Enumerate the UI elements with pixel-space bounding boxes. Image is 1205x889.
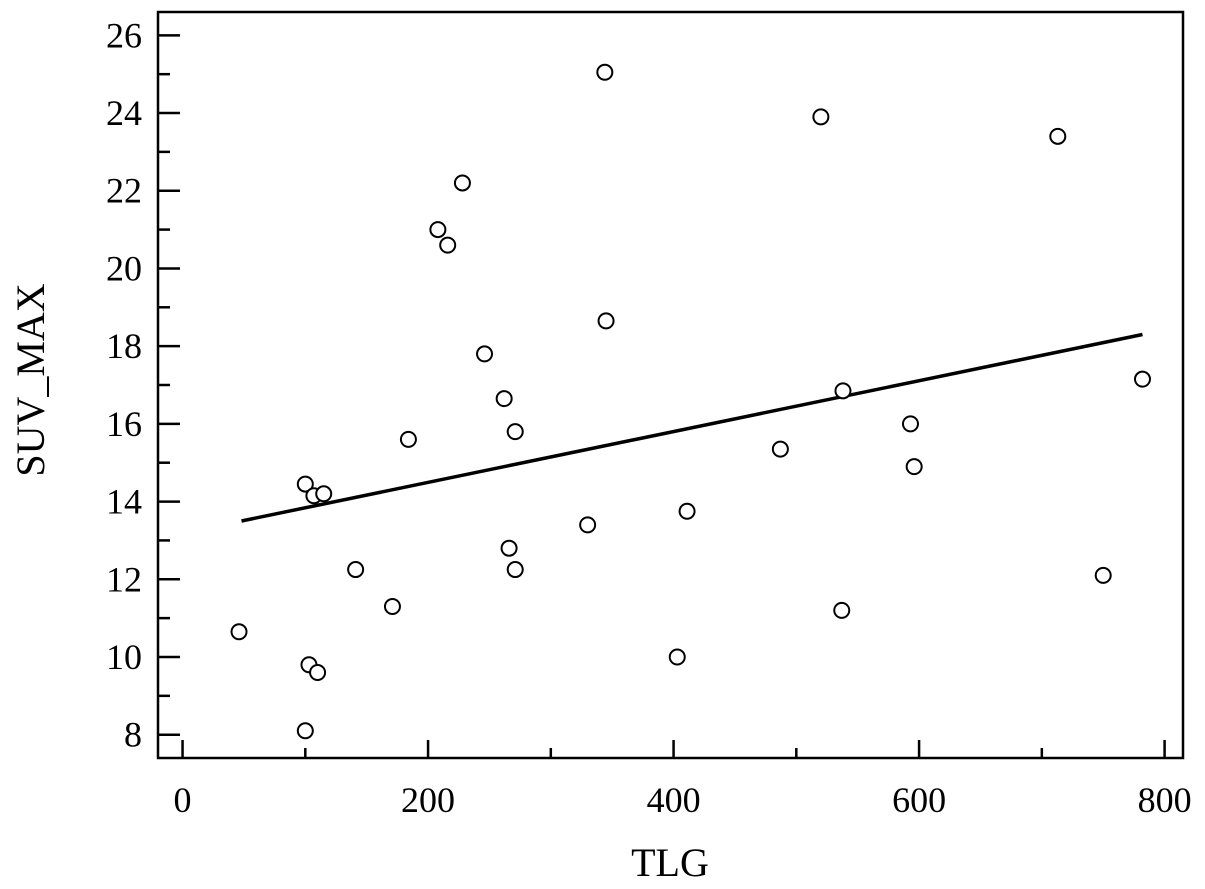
data-point: [476, 345, 494, 363]
regression-line: [241, 332, 1143, 523]
data-point: [597, 312, 615, 330]
data-point: [596, 63, 614, 81]
regression-line-group: [241, 332, 1143, 523]
data-point: [439, 236, 457, 254]
y-tick-label: 18: [106, 326, 142, 366]
x-tick-label: 400: [647, 780, 701, 820]
data-point: [383, 597, 401, 615]
y-tick-label: 26: [106, 15, 142, 55]
y-tick-label: 10: [106, 637, 142, 677]
data-point: [1133, 370, 1151, 388]
data-point: [1094, 566, 1112, 584]
y-tick-label: 8: [124, 715, 142, 755]
plot-frame: [156, 10, 1185, 760]
data-point: [429, 221, 447, 239]
x-tick-label: 800: [1138, 780, 1192, 820]
y-tick-label: 22: [106, 171, 142, 211]
x-tick-label: 0: [174, 780, 192, 820]
data-point: [347, 561, 365, 579]
data-point: [296, 722, 314, 740]
y-tick-label: 16: [106, 404, 142, 444]
data-point: [506, 423, 524, 441]
data-point: [771, 440, 789, 458]
data-point: [495, 390, 513, 408]
data-point: [678, 502, 696, 520]
y-tick-label: 12: [106, 559, 142, 599]
y-axis-title: SUV_MAX: [8, 283, 53, 476]
data-point: [315, 485, 333, 503]
data-point: [296, 475, 314, 493]
axes: 0 200 400 600 800 8 10 12 14 16 18 20 22 24 26: [106, 10, 1192, 820]
data-point: [506, 561, 524, 579]
data-point: [579, 516, 597, 534]
data-point: [309, 664, 327, 682]
data-point: [668, 648, 686, 666]
data-point: [812, 108, 830, 126]
x-tick-label: 200: [401, 780, 455, 820]
data-point: [901, 415, 919, 433]
data-point: [834, 382, 852, 400]
data-point: [453, 174, 471, 192]
x-axis-title: TLG: [631, 840, 709, 885]
y-tick-label: 24: [106, 93, 142, 133]
data-point: [230, 623, 248, 641]
data-point: [1049, 127, 1067, 145]
y-tick-label: 20: [106, 248, 142, 288]
y-tick-label: 14: [106, 482, 142, 522]
data-point: [905, 458, 923, 476]
data-point: [833, 601, 851, 619]
x-tick-label: 600: [892, 780, 946, 820]
data-points: [230, 63, 1151, 740]
data-point: [399, 430, 417, 448]
data-point: [500, 539, 518, 557]
